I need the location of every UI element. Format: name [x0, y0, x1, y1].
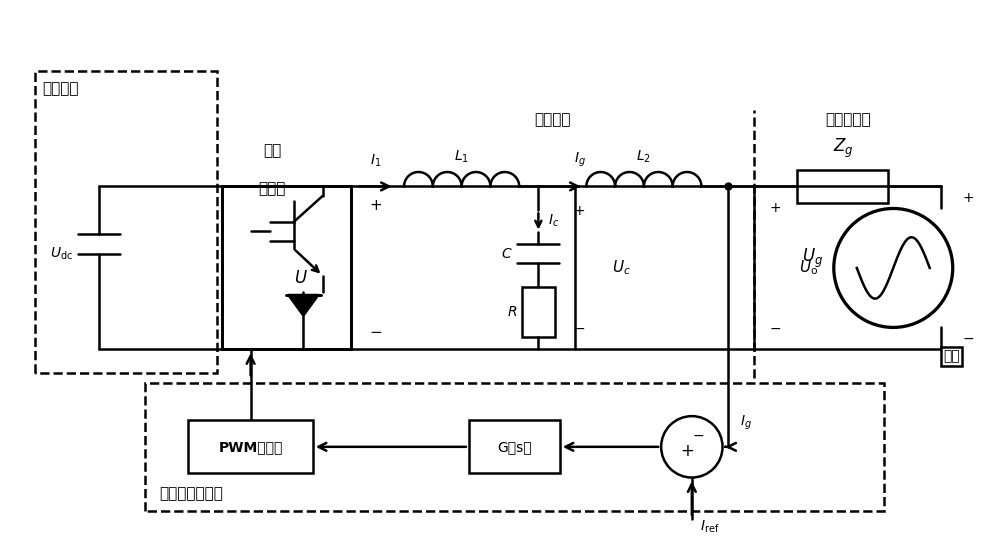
- Text: 电流型控制单元: 电流型控制单元: [159, 486, 223, 501]
- Text: $I_c$: $I_c$: [548, 213, 559, 229]
- Text: 储能单元: 储能单元: [42, 81, 79, 96]
- Text: 电网: 电网: [943, 349, 960, 363]
- Bar: [222, 186, 351, 349]
- Bar: [797, 170, 888, 202]
- Text: $+$: $+$: [680, 442, 694, 460]
- Text: PWM调制器: PWM调制器: [218, 440, 283, 454]
- Text: $+$: $+$: [369, 198, 382, 213]
- Text: $+$: $+$: [573, 204, 585, 218]
- Bar: [469, 421, 560, 473]
- Text: $U$: $U$: [294, 268, 308, 287]
- Text: $U_c$: $U_c$: [612, 259, 631, 278]
- Text: $I_g$: $I_g$: [574, 151, 586, 169]
- Text: 滤波单元: 滤波单元: [535, 112, 571, 127]
- Bar: [522, 287, 555, 337]
- Text: $-$: $-$: [369, 323, 382, 338]
- Polygon shape: [288, 295, 319, 316]
- Text: $L_2$: $L_2$: [636, 149, 651, 165]
- Text: $U_{\rm o}$: $U_{\rm o}$: [799, 259, 818, 278]
- Text: $C$: $C$: [501, 247, 512, 261]
- Text: 储能: 储能: [263, 143, 281, 158]
- Text: $-$: $-$: [573, 321, 585, 335]
- Text: $Z_g$: $Z_g$: [833, 137, 853, 159]
- Text: $I_g$: $I_g$: [740, 414, 752, 432]
- Text: $I_1$: $I_1$: [370, 153, 381, 169]
- Text: $R$: $R$: [507, 305, 517, 319]
- Text: $+$: $+$: [962, 191, 974, 205]
- Text: $-$: $-$: [769, 321, 781, 335]
- Text: $L_1$: $L_1$: [454, 149, 469, 165]
- Circle shape: [661, 416, 723, 477]
- Text: $U_g$: $U_g$: [802, 247, 823, 270]
- Text: $+$: $+$: [769, 201, 781, 215]
- Text: 公共接入点: 公共接入点: [825, 112, 871, 127]
- Text: G（s）: G（s）: [497, 440, 532, 454]
- Bar: [188, 421, 313, 473]
- Text: $U_{\rm dc}$: $U_{\rm dc}$: [50, 245, 73, 262]
- Text: 逆变器: 逆变器: [259, 181, 286, 197]
- Text: $-$: $-$: [962, 330, 974, 345]
- Text: $-$: $-$: [692, 428, 705, 442]
- Text: $I_{\rm ref}$: $I_{\rm ref}$: [700, 519, 719, 535]
